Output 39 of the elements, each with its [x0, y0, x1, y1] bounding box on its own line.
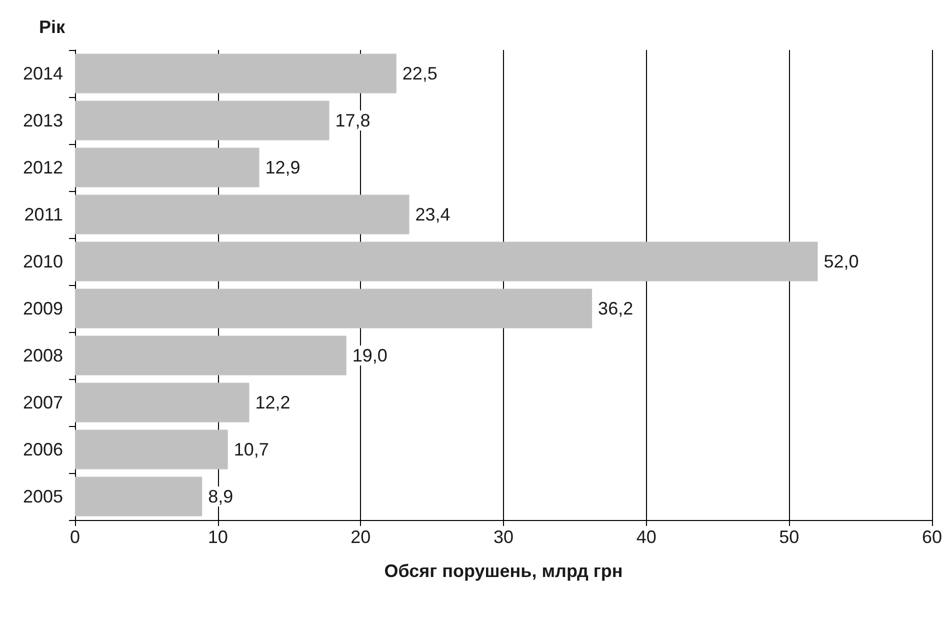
bar [75, 194, 410, 234]
data-label: 19,0 [352, 346, 388, 366]
y-tick-label: 2008 [22, 346, 63, 366]
data-label: 52,0 [824, 252, 859, 272]
y-tick-label: 2011 [24, 204, 63, 224]
data-label: 8,9 [208, 486, 234, 506]
data-label: 10,7 [234, 440, 269, 460]
data-label: 23,4 [415, 204, 450, 224]
y-tick-label: 2006 [22, 440, 63, 460]
data-label: 12,2 [255, 392, 290, 412]
y-tick-label: 2005 [22, 486, 63, 506]
y-tick-label: 2014 [22, 64, 63, 84]
y-tick-label: 2010 [22, 252, 63, 272]
x-tick-label: 10 [208, 527, 228, 547]
bar [75, 242, 818, 282]
y-axis-title: Рік [38, 17, 66, 37]
y-tick-label: 2013 [22, 110, 63, 130]
x-tick-label: 40 [636, 527, 656, 547]
bar [75, 430, 228, 470]
bar [75, 476, 202, 516]
data-label: 22,5 [402, 64, 438, 84]
bar [75, 382, 250, 422]
y-tick-label: 2009 [22, 298, 63, 318]
bar [75, 54, 396, 94]
bar [75, 148, 260, 188]
x-axis-title: Обсяг порушень, млрд грн [384, 561, 623, 581]
y-tick-label: 2007 [22, 392, 63, 412]
bar [75, 288, 592, 328]
bar [75, 100, 330, 140]
x-tick-label: 20 [350, 527, 371, 547]
x-tick-label: 60 [922, 527, 942, 547]
bar [75, 336, 346, 376]
y-tick-label: 2012 [22, 158, 63, 178]
data-label: 12,9 [265, 158, 300, 178]
x-tick-label: 50 [779, 527, 800, 547]
data-label: 17,8 [335, 110, 370, 130]
data-label: 36,2 [598, 298, 634, 318]
x-tick-label: 30 [493, 527, 514, 547]
x-tick-label: 0 [70, 527, 80, 547]
